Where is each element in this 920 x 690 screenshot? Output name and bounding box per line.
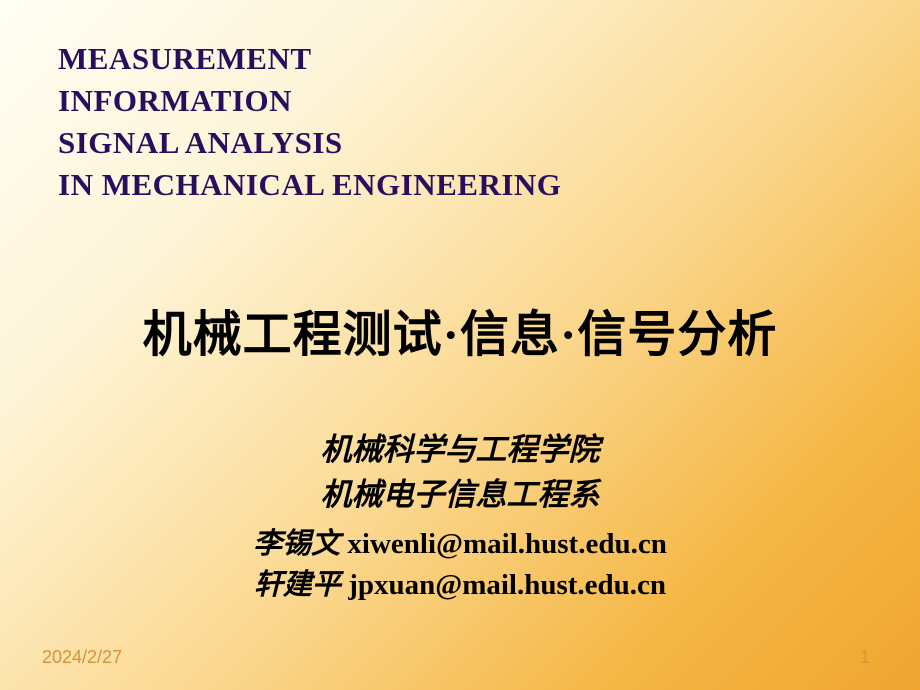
slide-date: 2024/2/27 bbox=[42, 647, 122, 668]
contact-person-1: 李锡文 xiwenli@mail.hust.edu.cn bbox=[0, 524, 920, 565]
slide-page-number: 1 bbox=[860, 647, 870, 668]
person1-email: xiwenli@mail.hust.edu.cn bbox=[347, 528, 666, 560]
english-title-line1: MEASUREMENT bbox=[58, 38, 561, 80]
school-name: 机械科学与工程学院 bbox=[0, 428, 920, 473]
english-title-block: MEASUREMENT INFORMATION SIGNAL ANALYSIS … bbox=[58, 38, 561, 205]
person1-name: 李锡文 bbox=[253, 528, 340, 560]
contact-info-block: 李锡文 xiwenli@mail.hust.edu.cn 轩建平 jpxuan@… bbox=[0, 524, 920, 605]
chinese-main-title: 机械工程测试·信息·信号分析 bbox=[0, 295, 920, 366]
school-info-block: 机械科学与工程学院 机械电子信息工程系 bbox=[0, 428, 920, 518]
contact-person-2: 轩建平 jpxuan@mail.hust.edu.cn bbox=[0, 565, 920, 606]
english-title-line3: SIGNAL ANALYSIS bbox=[58, 122, 561, 164]
department-name: 机械电子信息工程系 bbox=[0, 473, 920, 518]
english-title-line4: IN MECHANICAL ENGINEERING bbox=[58, 164, 561, 206]
person2-name: 轩建平 bbox=[254, 569, 341, 601]
english-title-line2: INFORMATION bbox=[58, 80, 561, 122]
person2-email: jpxuan@mail.hust.edu.cn bbox=[348, 569, 666, 601]
